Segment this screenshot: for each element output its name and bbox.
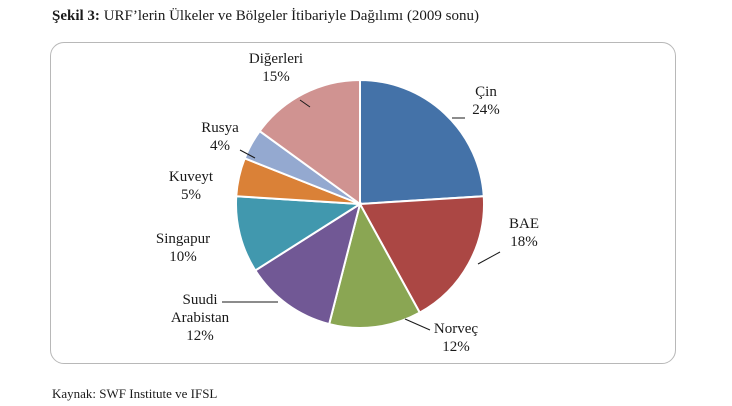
slice-label-bae: BAE 18% — [509, 216, 539, 250]
slice-label-cin: Çin 24% — [472, 84, 500, 118]
slice-label-singapur: Singapur 10% — [156, 231, 210, 265]
pie-slice-bae — [358, 195, 486, 315]
pie-slice-suudi-arabistan — [253, 201, 362, 326]
leader-line-rusya — [239, 149, 256, 159]
figure-title: Şekil 3: URF’lerin Ülkeler ve Bölgeler İ… — [52, 8, 479, 25]
pie-slice-singapur — [234, 195, 364, 272]
pie-slice-norvec — [327, 201, 422, 329]
pie-slice-cin — [359, 78, 485, 206]
slice-label-rusya: Rusya 4% — [201, 120, 239, 154]
leader-line-bae — [477, 251, 501, 265]
figure-number: Şekil 3: — [52, 8, 100, 24]
slice-labels: Çin 24% BAE 18% Norveç 12% Suudi Arabistan 12% Si… — [156, 51, 539, 355]
slice-label-suudi-arabistan: Suudi Arabistan 12% — [171, 292, 230, 344]
pie-slices — [234, 78, 486, 329]
slice-label-digerleri: Diğerleri 15% — [249, 51, 303, 85]
pie-slice-digerleri — [258, 78, 361, 206]
source-note: Kaynak: SWF Institute ve IFSL — [52, 386, 218, 401]
leader-lines — [222, 99, 501, 331]
figure-caption: URF’lerin Ülkeler ve Bölgeler İtibariyle… — [99, 8, 480, 24]
leader-line-digerleri — [299, 99, 311, 108]
slice-label-kuveyt: Kuveyt 5% — [169, 169, 214, 203]
slice-label-norvec: Norveç 12% — [434, 321, 478, 355]
leader-line-norvec — [404, 318, 431, 331]
